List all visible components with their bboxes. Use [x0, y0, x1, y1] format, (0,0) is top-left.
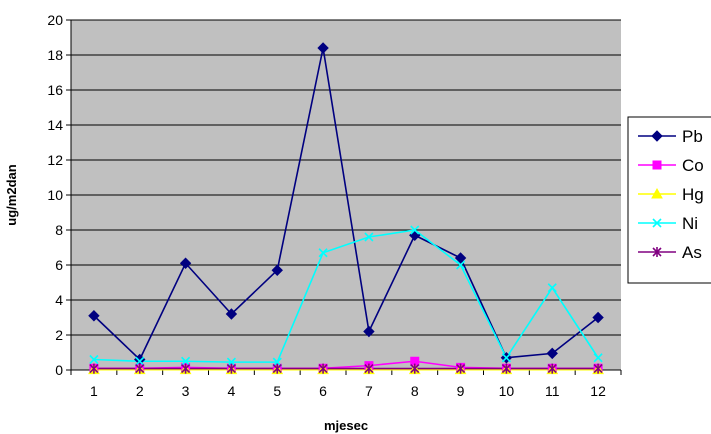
y-tick-label: 6	[55, 257, 63, 273]
y-tick-label: 12	[47, 152, 63, 168]
legend-label-pb: Pb	[682, 127, 703, 146]
y-tick-label: 16	[47, 82, 63, 98]
x-tick-label: 5	[273, 383, 281, 399]
y-tick-label: 0	[55, 362, 63, 378]
y-tick-label: 10	[47, 187, 63, 203]
x-tick-label: 2	[136, 383, 144, 399]
y-tick-label: 2	[55, 327, 63, 343]
x-tick-label: 10	[499, 383, 515, 399]
x-axis-title: mjesec	[324, 418, 368, 433]
x-tick-label: 8	[411, 383, 419, 399]
x-tick-label: 1	[90, 383, 98, 399]
legend-label-as: As	[682, 243, 702, 262]
legend-marker-co	[653, 161, 661, 169]
legend-label-co: Co	[682, 156, 704, 175]
y-tick-label: 14	[47, 117, 63, 133]
y-tick-label: 20	[47, 12, 63, 28]
y-tick-label: 8	[55, 222, 63, 238]
x-tick-label: 7	[365, 383, 373, 399]
legend-label-ni: Ni	[682, 214, 698, 233]
x-axis-ticks: 1 2 3 4 5 6 7 8 9 10 11 12	[90, 383, 606, 399]
y-tick-label: 4	[55, 292, 63, 308]
x-tick-label: 6	[319, 383, 327, 399]
legend-label-hg: Hg	[682, 185, 704, 204]
x-tick-label: 3	[182, 383, 190, 399]
y-tick-label: 18	[47, 47, 63, 63]
x-tick-label: 11	[545, 383, 560, 399]
legend: Pb Co Hg Ni As	[628, 117, 711, 283]
x-tick-label: 4	[228, 383, 236, 399]
y-axis-ticks: 0 2 4 6 8 10 12 14 16 18 20	[47, 12, 63, 378]
y-axis-title: ug/m2dan	[4, 164, 19, 225]
x-tick-label: 12	[590, 383, 606, 399]
x-tick-label: 9	[457, 383, 465, 399]
